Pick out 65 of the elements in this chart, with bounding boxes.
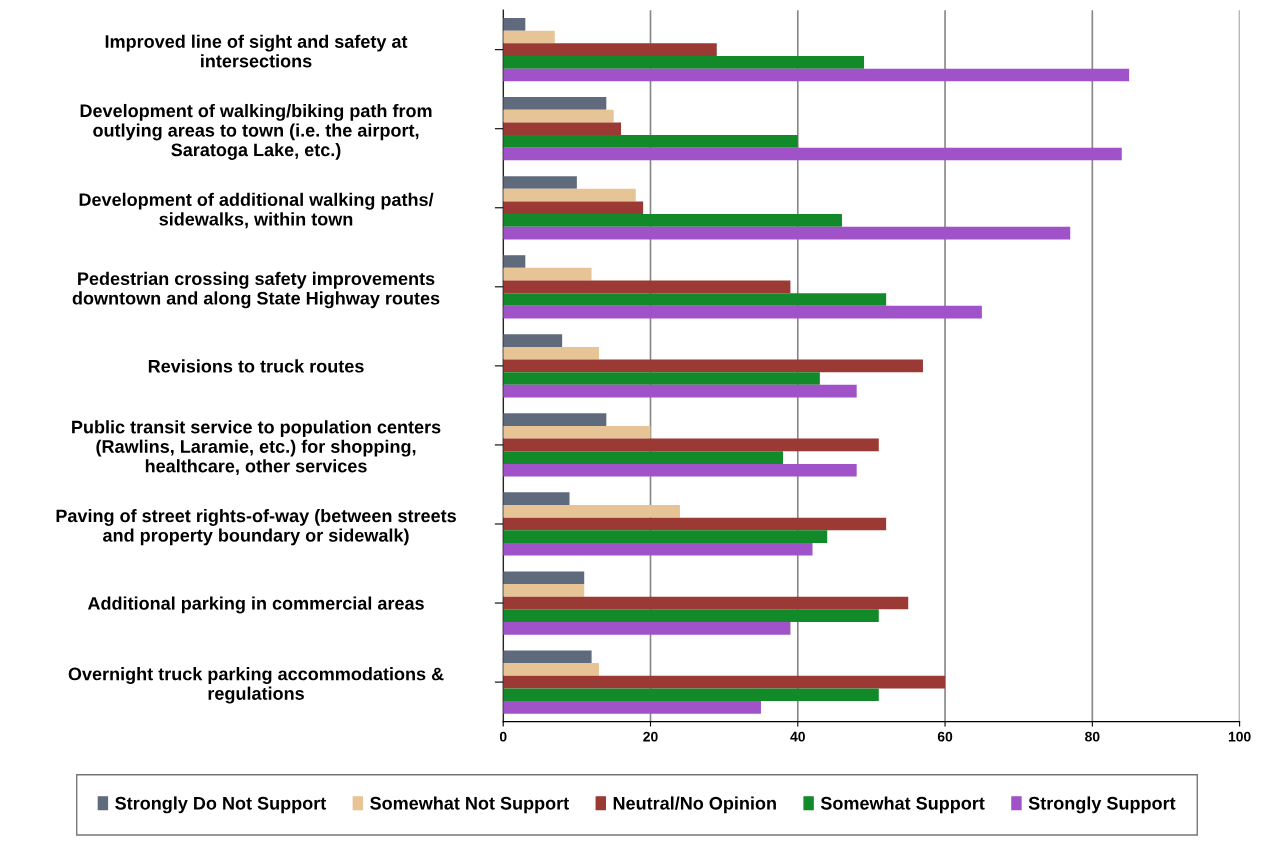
legend-label: Somewhat Not Support xyxy=(370,796,569,814)
bar xyxy=(503,135,798,148)
bar xyxy=(503,517,887,531)
bar xyxy=(503,255,526,268)
x-tick-label: 100 xyxy=(1228,731,1251,742)
bar xyxy=(503,359,923,373)
bar xyxy=(503,305,982,319)
bar xyxy=(503,372,820,385)
x-tick-label: 80 xyxy=(1085,731,1100,742)
y-tick-label: Additional parking in commercial areas xyxy=(87,596,424,614)
x-tick-label: 0 xyxy=(499,731,507,742)
y-tick-label: Development of additional walking paths/ sidewalks, within town xyxy=(79,192,434,229)
legend-label: Somewhat Support xyxy=(820,796,985,814)
bar xyxy=(503,701,761,714)
bar xyxy=(503,201,644,215)
bar xyxy=(503,334,563,347)
bar xyxy=(503,30,555,44)
bar xyxy=(503,176,577,189)
bar xyxy=(503,505,680,518)
bar xyxy=(503,68,1130,82)
y-tick-label: Overnight truck parking accommodations & regulations xyxy=(68,667,444,704)
bar xyxy=(503,596,909,610)
bar xyxy=(503,97,607,110)
bar xyxy=(503,622,791,635)
bar xyxy=(503,293,887,306)
y-tick-label: Pedestrian crossing safety improvements downtown and along State Highway routes xyxy=(72,271,440,309)
legend-label: Strongly Support xyxy=(1028,796,1176,814)
bar xyxy=(503,55,865,69)
bar xyxy=(503,451,784,464)
bar xyxy=(503,147,1122,161)
bar xyxy=(503,675,946,689)
legend-label: Strongly Do Not Support xyxy=(115,796,327,814)
bar xyxy=(503,188,636,202)
bar xyxy=(503,267,592,281)
x-tick-label: 60 xyxy=(937,731,953,742)
bar xyxy=(503,425,651,439)
bar xyxy=(503,663,599,676)
bar xyxy=(503,609,879,623)
bar xyxy=(503,688,879,702)
y-tick-label: Public transit service to population centers (Rawlins, Laramie, etc.) for shopping, healthcare, other services xyxy=(72,420,441,476)
bar xyxy=(503,226,1071,240)
bar xyxy=(503,571,585,585)
y-tick-label: Improved line of sight and safety at intersections xyxy=(105,34,408,68)
legend-label: Neutral/No Opinion xyxy=(613,796,776,814)
bar xyxy=(503,384,857,398)
bar xyxy=(503,542,813,556)
y-tick-label: Development of walking/biking path from outlying areas to town (i.e. the airport, Saratoga Lake, etc.) xyxy=(80,103,432,160)
x-tick-label: 40 xyxy=(790,731,805,742)
bar xyxy=(503,43,717,56)
bar xyxy=(503,530,828,543)
bar xyxy=(503,18,526,31)
bar xyxy=(503,109,614,123)
bar xyxy=(503,584,585,597)
bar xyxy=(503,346,599,360)
bar xyxy=(503,280,791,294)
bar xyxy=(503,214,842,227)
bar xyxy=(503,413,607,426)
x-tick-label: 20 xyxy=(643,731,658,742)
y-tick-label: Paving of street rights-of-way (between streets and property boundary or sidewalk) xyxy=(56,508,456,546)
bar xyxy=(503,492,570,506)
bar xyxy=(503,650,592,664)
y-tick-label: Revisions to truck routes xyxy=(148,359,364,373)
bar xyxy=(503,438,879,452)
bar xyxy=(503,463,857,477)
bar xyxy=(503,122,622,136)
